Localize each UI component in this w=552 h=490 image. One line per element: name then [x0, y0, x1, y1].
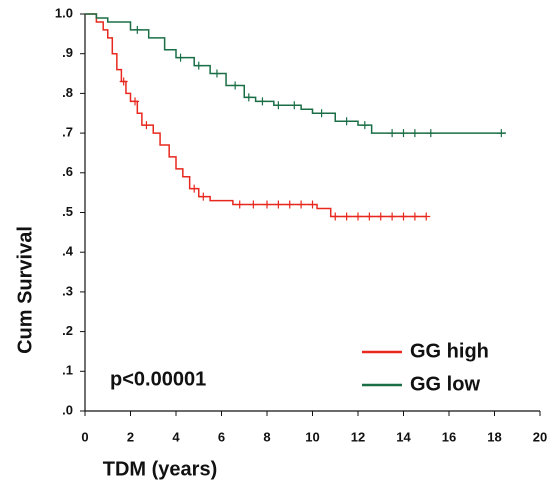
x-tick-label: 18: [487, 429, 501, 444]
y-tick-label: .9: [62, 45, 73, 60]
y-axis-label: Cum Survival: [14, 226, 36, 354]
x-tick-label: 14: [396, 429, 411, 444]
censor-mark: [199, 192, 208, 201]
censor-mark: [190, 184, 199, 193]
x-tick-label: 10: [305, 429, 319, 444]
censor-mark: [274, 200, 283, 209]
x-tick-label: 12: [351, 429, 365, 444]
censor-mark: [422, 212, 431, 221]
censor-mark: [342, 117, 351, 126]
y-tick-label: .4: [62, 244, 74, 259]
censor-mark: [133, 25, 142, 34]
censor-mark: [263, 200, 271, 209]
y-tick-label: .6: [62, 164, 73, 179]
censor-mark: [285, 200, 294, 209]
annotation: p<0.00001: [110, 368, 206, 390]
y-tick-label: .3: [62, 283, 73, 298]
y-tick-label: .8: [62, 85, 73, 100]
censor-mark: [376, 212, 385, 221]
censor-mark: [235, 200, 244, 209]
y-tick-label: .7: [62, 125, 73, 140]
censor-mark: [331, 212, 340, 221]
censor-mark: [290, 101, 299, 110]
censor-mark: [119, 77, 128, 86]
survival-line: [85, 13, 427, 218]
x-tick-label: 8: [263, 429, 270, 444]
x-tick-label: 20: [533, 429, 547, 444]
censor-mark: [308, 200, 317, 209]
censor-mark: [194, 61, 203, 70]
x-tick-label: 6: [218, 429, 225, 444]
x-axis-label: TDM (years): [103, 458, 217, 480]
censor-mark: [131, 97, 140, 106]
x-tick-label: 16: [442, 429, 456, 444]
x-tick-label: 4: [172, 429, 180, 444]
censor-mark: [388, 129, 397, 138]
censor-mark: [388, 212, 397, 221]
y-tick-label: .0: [62, 402, 73, 417]
censor-mark: [497, 129, 506, 138]
censor-mark: [360, 121, 369, 130]
censor-mark: [365, 212, 374, 221]
censor-mark: [399, 212, 408, 221]
x-tick-label: 2: [127, 429, 134, 444]
legend-label: GG high: [410, 340, 489, 362]
legend-label: GG low: [410, 373, 480, 395]
censor-mark: [297, 200, 306, 209]
y-tick-label: 1.0: [55, 5, 73, 20]
censor-mark: [231, 81, 240, 90]
censor-mark: [426, 129, 435, 138]
censor-mark: [142, 121, 151, 130]
y-tick-label: .1: [62, 363, 73, 378]
censor-mark: [244, 93, 253, 102]
censor-mark: [258, 97, 267, 106]
y-tick-label: .2: [62, 323, 73, 338]
censor-mark: [399, 129, 408, 138]
y-tick-label: .5: [62, 204, 73, 219]
x-tick-label: 0: [81, 429, 88, 444]
censor-mark: [317, 109, 326, 118]
censor-mark: [249, 200, 258, 209]
censor-mark: [354, 212, 362, 221]
censor-mark: [410, 129, 419, 138]
censor-mark: [410, 212, 419, 221]
survival-line: [85, 13, 506, 134]
censor-mark: [342, 212, 351, 221]
censor-mark: [274, 101, 283, 110]
censor-mark: [212, 69, 221, 78]
censor-mark: [176, 53, 185, 62]
